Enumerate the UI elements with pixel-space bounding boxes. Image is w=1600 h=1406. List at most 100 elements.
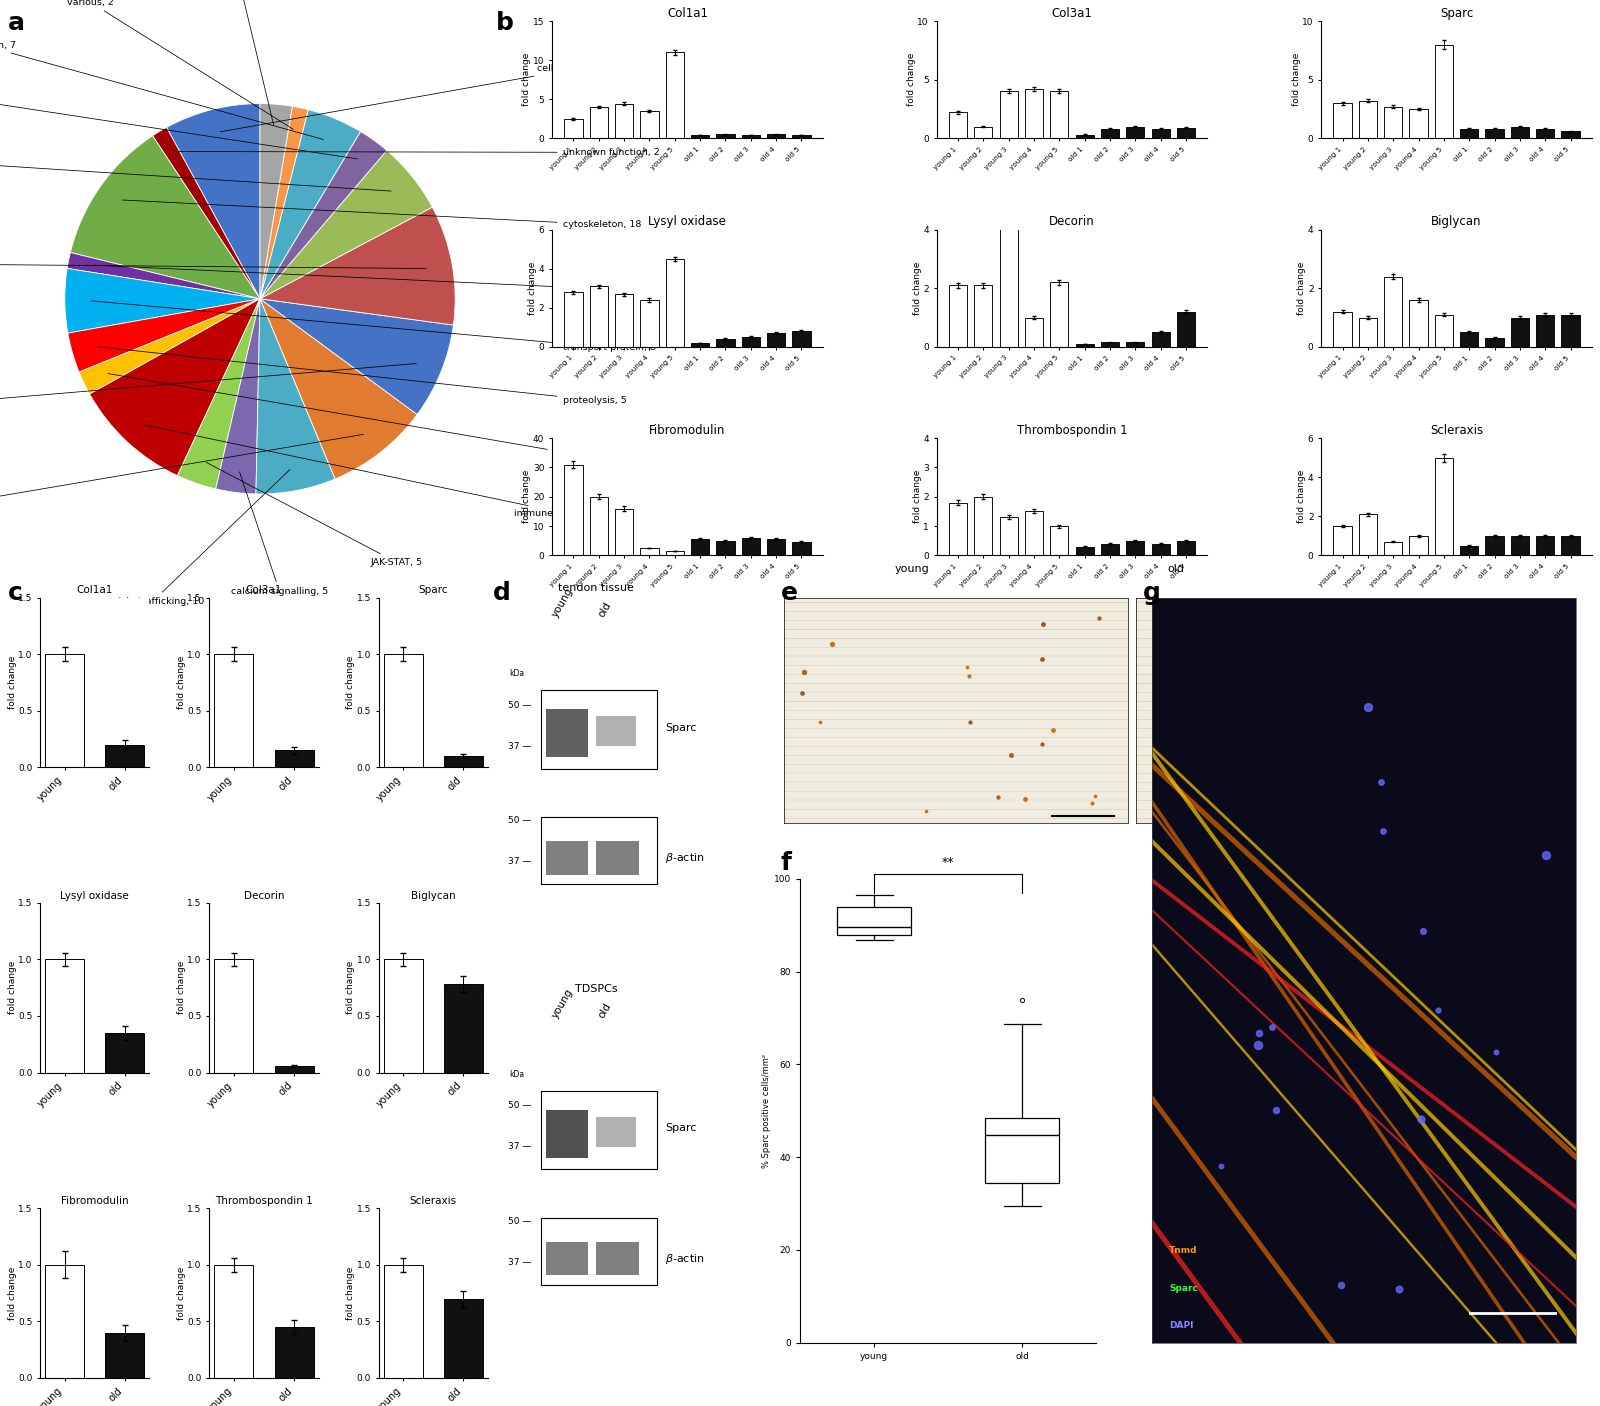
Text: cytoskeleton, 18: cytoskeleton, 18 (122, 200, 642, 229)
Text: young: young (550, 987, 574, 1021)
Text: a: a (8, 11, 26, 35)
Bar (1178, 541, 1195, 555)
Bar (666, 551, 683, 555)
Title: Decorin: Decorin (243, 891, 285, 901)
Bar (1333, 103, 1352, 138)
Bar (949, 112, 966, 138)
Y-axis label: fold change: fold change (8, 962, 16, 1014)
Y-axis label: fold change: fold change (178, 1267, 186, 1320)
Text: f: f (781, 851, 792, 875)
Bar (1178, 312, 1195, 347)
Y-axis label: fold change: fold change (1291, 53, 1301, 107)
Bar (1075, 135, 1094, 138)
Bar (1510, 127, 1530, 138)
Bar (1410, 299, 1427, 347)
Bar (546, 1109, 589, 1159)
Text: protein modification,
3: protein modification, 3 (107, 374, 651, 468)
Text: 37 —: 37 — (507, 1142, 531, 1152)
Bar (590, 287, 608, 347)
Bar (214, 654, 253, 768)
Y-axis label: fold change: fold change (178, 655, 186, 709)
Wedge shape (256, 299, 334, 494)
Text: 50 —: 50 — (507, 1216, 531, 1226)
Text: g: g (1142, 581, 1160, 605)
Text: cell cycle/cell
differentiation/prolife
ration/migration, 13: cell cycle/cell differentiation/prolife … (0, 434, 363, 529)
Bar (106, 745, 144, 768)
Bar (717, 339, 734, 347)
Text: Tnmd: Tnmd (1170, 1246, 1197, 1256)
Bar (597, 841, 638, 875)
Bar (1126, 127, 1144, 138)
Bar (1026, 318, 1043, 347)
Bar (1510, 318, 1530, 347)
Bar (1358, 101, 1378, 138)
Bar (1075, 547, 1094, 555)
Y-axis label: fold change: fold change (346, 1267, 355, 1320)
Wedge shape (259, 299, 453, 415)
Bar (541, 690, 658, 769)
Text: c: c (8, 581, 22, 605)
Text: 37 —: 37 — (507, 1258, 531, 1267)
Wedge shape (259, 131, 387, 299)
Bar (1461, 546, 1478, 555)
Bar (1152, 332, 1170, 347)
Title: Biglycan: Biglycan (1432, 215, 1482, 229)
Bar (1178, 128, 1195, 138)
Y-axis label: fold change: fold change (8, 1267, 16, 1320)
Wedge shape (67, 253, 259, 299)
Text: TDSPCs: TDSPCs (574, 984, 618, 994)
Bar (974, 127, 992, 138)
Text: $\beta$-actin: $\beta$-actin (666, 1251, 704, 1265)
Bar (792, 135, 811, 138)
Bar (1000, 91, 1018, 138)
Text: proteolysis, 5: proteolysis, 5 (98, 347, 626, 405)
Title: Fibromodulin: Fibromodulin (650, 425, 726, 437)
Bar (443, 984, 483, 1073)
Bar (275, 751, 314, 768)
Bar (666, 259, 683, 347)
Bar (1333, 312, 1352, 347)
Bar (1536, 536, 1554, 555)
Bar (1562, 536, 1579, 555)
Title: Scleraxis: Scleraxis (410, 1197, 458, 1206)
Text: e: e (781, 581, 798, 605)
Bar (792, 332, 811, 347)
Bar (640, 548, 659, 555)
Text: transport protein, 8: transport protein, 8 (91, 301, 656, 352)
PathPatch shape (837, 907, 910, 935)
Wedge shape (178, 299, 259, 489)
Text: kDa: kDa (509, 1070, 525, 1078)
Y-axis label: fold change: fold change (346, 655, 355, 709)
Title: Sparc: Sparc (1440, 7, 1474, 20)
Wedge shape (166, 104, 259, 299)
Bar (275, 1327, 314, 1378)
Text: immune response, 15: immune response, 15 (146, 425, 618, 517)
Bar (1050, 91, 1069, 138)
Bar (1384, 107, 1402, 138)
Bar (565, 292, 582, 347)
Bar (717, 135, 734, 138)
Text: old: old (595, 600, 613, 620)
Bar (1536, 129, 1554, 138)
Bar (443, 1299, 483, 1378)
Text: Sparc: Sparc (666, 723, 696, 733)
Bar (443, 756, 483, 768)
Bar (597, 716, 637, 747)
Title: Sparc: Sparc (419, 585, 448, 595)
Bar (1101, 343, 1118, 347)
Bar (275, 1066, 314, 1073)
Wedge shape (67, 299, 259, 373)
Bar (541, 817, 658, 884)
Bar (590, 107, 608, 138)
Bar (1000, 224, 1018, 347)
Bar (1126, 343, 1144, 347)
Y-axis label: fold change: fold change (346, 962, 355, 1014)
Text: young: young (550, 586, 574, 620)
Bar (1461, 332, 1478, 347)
Text: calcium signalling, 5: calcium signalling, 5 (230, 472, 328, 596)
PathPatch shape (986, 1118, 1059, 1184)
Bar (45, 654, 85, 768)
Bar (1000, 517, 1018, 555)
Y-axis label: fold change: fold change (914, 470, 922, 523)
Bar (597, 1241, 638, 1275)
